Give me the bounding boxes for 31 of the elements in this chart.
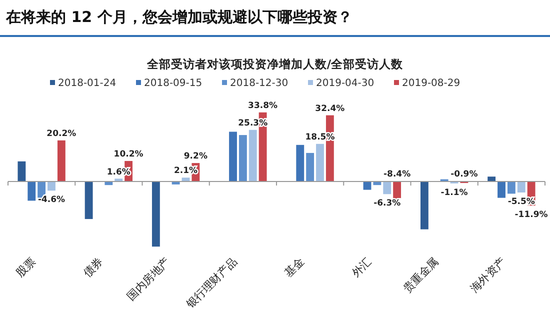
legend-label: 2018-01-24 xyxy=(58,78,116,89)
data-label: -1.1% xyxy=(440,188,468,198)
legend-label: 2018-09-15 xyxy=(144,78,202,89)
legend-label: 2019-04-30 xyxy=(316,78,374,89)
data-label: 33.8% xyxy=(248,101,278,111)
legend-label: 2018-12-30 xyxy=(230,78,288,89)
x-tick-label: 股票 xyxy=(14,254,38,280)
data-label: -8.4% xyxy=(384,170,412,180)
bar xyxy=(84,181,94,220)
x-tick-label: 国内房地产 xyxy=(124,254,173,304)
bar xyxy=(56,140,66,182)
data-label: -4.6% xyxy=(38,195,66,206)
x-tick-label: 债券 xyxy=(80,254,106,280)
data-label: -0.9% xyxy=(450,170,478,180)
x-tick-label: 贵重金属 xyxy=(400,254,442,296)
chart-subtitle: 全部受访者对该项投资净增加人数/全部受访人数 xyxy=(146,57,404,71)
bar xyxy=(420,181,430,230)
legend-label: 2019-08-29 xyxy=(402,78,460,89)
bar xyxy=(151,181,161,248)
data-label: -6.3% xyxy=(374,198,402,209)
data-label: 10.2% xyxy=(114,150,144,160)
data-label: 20.2% xyxy=(46,128,77,139)
data-label: 9.2% xyxy=(184,152,208,162)
chart-title: 在将来的 12 个月，您会增加或规避以下哪些投资？ xyxy=(5,8,352,26)
data-label: -11.9% xyxy=(514,210,548,220)
bar xyxy=(16,160,26,182)
x-tick-label: 外汇 xyxy=(349,254,374,280)
x-tick-label: 海外资产 xyxy=(468,254,508,296)
x-tick-label: 基金 xyxy=(282,254,307,280)
data-label: 32.4% xyxy=(315,104,346,114)
x-tick-label: 银行理财产品 xyxy=(183,254,240,312)
